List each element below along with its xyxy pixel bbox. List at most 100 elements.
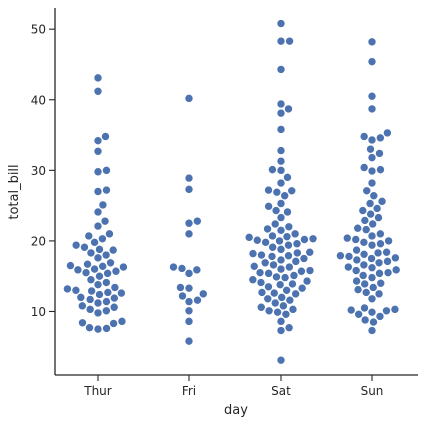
data-point-thur xyxy=(106,258,115,268)
data-point-sun xyxy=(367,263,377,273)
data-point-sat xyxy=(280,191,290,201)
data-point-sat xyxy=(297,266,306,276)
data-point-sun xyxy=(359,238,369,247)
x-tick-label: Fri xyxy=(182,384,196,398)
data-point-sat xyxy=(285,262,294,272)
data-point-sat xyxy=(302,276,312,286)
data-point-sat xyxy=(288,279,297,289)
data-point-sun xyxy=(352,255,362,265)
data-point-fri xyxy=(192,265,202,275)
data-point-sat xyxy=(255,268,265,277)
data-point-sat xyxy=(264,306,274,316)
data-point-thur xyxy=(85,305,95,314)
data-point-sat xyxy=(300,235,309,244)
data-point-thur xyxy=(117,288,126,298)
data-point-thur xyxy=(98,200,108,210)
data-point-sun xyxy=(367,153,377,162)
data-point-sun xyxy=(369,191,379,201)
data-point-sun xyxy=(344,252,354,261)
data-point-sat xyxy=(280,273,290,282)
data-point-sat xyxy=(282,232,292,241)
data-point-thur xyxy=(73,265,83,275)
data-point-sat xyxy=(299,254,309,263)
data-point-sun xyxy=(383,257,392,266)
data-point-fri xyxy=(184,317,194,326)
data-point-sat xyxy=(285,295,295,305)
data-point-sun xyxy=(360,315,370,325)
data-point-sun xyxy=(375,149,384,158)
data-point-sat xyxy=(290,229,300,239)
data-point-sat xyxy=(248,275,258,285)
data-point-sat xyxy=(276,213,286,222)
data-point-sun xyxy=(358,206,368,215)
data-point-sat xyxy=(283,207,292,217)
data-point-fri xyxy=(178,291,187,301)
data-point-fri xyxy=(184,173,194,183)
data-point-sat xyxy=(257,250,266,260)
data-point-thur xyxy=(101,250,111,260)
data-point-sat xyxy=(275,280,285,289)
data-point-fri xyxy=(193,216,202,226)
data-point-sat xyxy=(252,235,262,245)
data-point-thur xyxy=(93,73,103,83)
data-point-sat xyxy=(291,257,301,266)
data-point-thur xyxy=(109,319,118,328)
data-point-sat xyxy=(276,178,286,188)
data-point-fri xyxy=(184,336,194,346)
data-point-sun xyxy=(367,326,377,335)
data-point-sun xyxy=(366,144,375,154)
data-point-sun xyxy=(382,247,391,257)
data-point-sun xyxy=(368,219,377,229)
data-point-sat xyxy=(284,323,294,333)
data-point-thur xyxy=(103,269,112,278)
data-point-sun xyxy=(367,240,377,250)
data-point-sun xyxy=(346,305,356,315)
data-point-sun xyxy=(336,251,345,261)
data-point-sun xyxy=(361,288,371,297)
data-point-thur xyxy=(93,136,103,145)
data-point-thur xyxy=(119,262,128,272)
data-point-thur xyxy=(90,264,99,274)
data-point-sun xyxy=(353,223,363,233)
data-point-sun xyxy=(368,283,378,292)
data-point-sat xyxy=(276,226,286,235)
data-point-sun xyxy=(367,104,377,114)
y-tick-label: 30 xyxy=(31,164,46,178)
data-point-thur xyxy=(93,207,103,217)
data-point-sat xyxy=(261,238,270,247)
data-point-fri xyxy=(184,297,194,306)
data-point-thur xyxy=(84,231,94,241)
data-point-fri xyxy=(176,283,185,292)
data-point-thur xyxy=(105,229,114,239)
data-point-thur xyxy=(102,185,111,195)
data-point-sat xyxy=(276,166,286,175)
data-point-sat xyxy=(249,262,259,271)
data-point-thur xyxy=(76,293,86,302)
data-point-sun xyxy=(367,254,376,263)
data-point-sat xyxy=(272,187,282,197)
data-point-sun xyxy=(376,133,385,143)
x-tick-label: Sat xyxy=(271,384,291,398)
data-point-sun xyxy=(354,309,363,319)
data-point-sun xyxy=(391,265,401,275)
data-point-fri xyxy=(184,94,194,103)
data-point-thur xyxy=(93,324,103,334)
data-point-fri xyxy=(184,269,194,278)
data-point-sat xyxy=(285,36,294,46)
data-point-sat xyxy=(284,104,293,114)
data-point-sun xyxy=(375,269,384,278)
data-point-sat xyxy=(281,309,291,319)
data-point-sun xyxy=(367,166,377,176)
data-point-sun xyxy=(384,236,393,246)
y-tick-label: 10 xyxy=(31,305,46,319)
data-point-sun xyxy=(359,132,369,141)
data-point-sat xyxy=(264,269,273,278)
data-point-thur xyxy=(85,323,94,333)
x-axis-title: day xyxy=(224,403,248,418)
data-point-sat xyxy=(270,298,280,308)
data-point-sat xyxy=(288,305,298,314)
data-point-sun xyxy=(360,279,370,289)
data-point-sat xyxy=(276,125,286,134)
data-point-sat xyxy=(269,260,278,270)
